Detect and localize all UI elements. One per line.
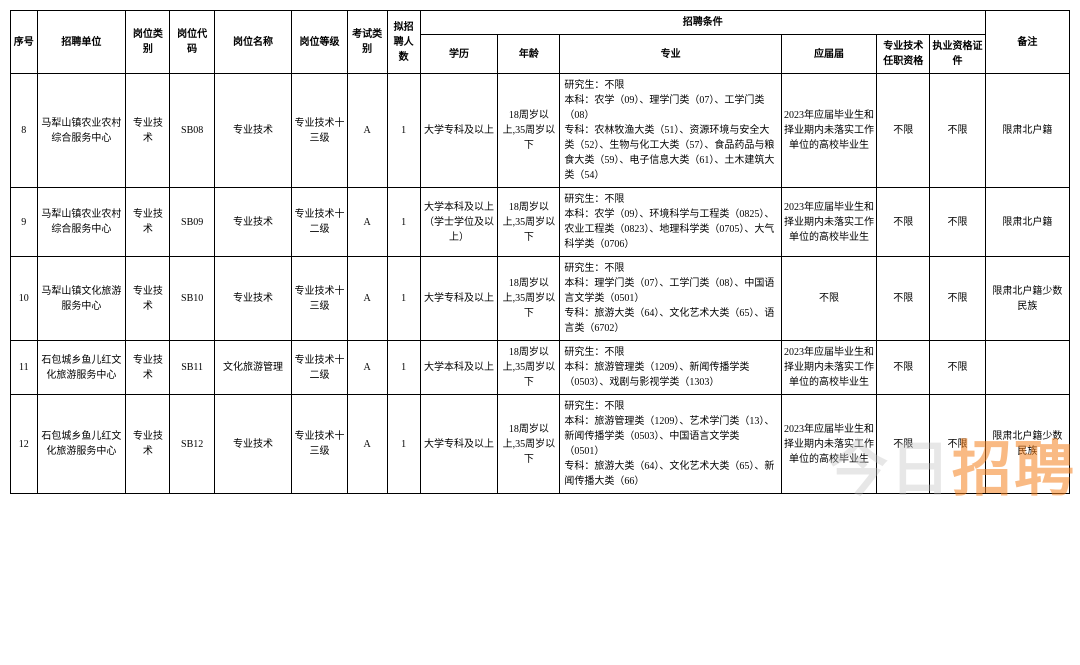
td-tech: 不限 xyxy=(877,188,930,257)
td-name: 专业技术 xyxy=(214,395,292,494)
td-seq: 10 xyxy=(11,257,38,341)
table-row: 11石包城乡鱼儿红文化旅游服务中心专业技术SB11文化旅游管理专业技术十二级A1… xyxy=(11,341,1070,395)
td-major: 研究生：不限本科：旅游管理类（1209）、新闻传播学类（0503）、戏剧与影视学… xyxy=(560,341,782,395)
td-edu: 大学本科及以上（学士学位及以上） xyxy=(420,188,498,257)
td-note: 限肃北户籍少数民族 xyxy=(985,395,1069,494)
td-exam: A xyxy=(347,188,387,257)
td-age: 18周岁以上,35周岁以下 xyxy=(498,341,560,395)
td-major: 研究生：不限本科：农学（09）、环境科学与工程类（0825）、农业工程类（082… xyxy=(560,188,782,257)
td-cat: 专业技术 xyxy=(126,395,170,494)
td-cert: 不限 xyxy=(930,257,985,341)
td-note: 限肃北户籍 xyxy=(985,74,1069,188)
td-note: 限肃北户籍少数民族 xyxy=(985,257,1069,341)
td-age: 18周岁以上,35周岁以下 xyxy=(498,257,560,341)
td-num: 1 xyxy=(387,257,420,341)
table-row: 12石包城乡鱼儿红文化旅游服务中心专业技术SB12专业技术专业技术十三级A1大学… xyxy=(11,395,1070,494)
td-exam: A xyxy=(347,395,387,494)
table-header: 序号 招聘单位 岗位类别 岗位代码 岗位名称 岗位等级 考试类别 拟招聘人数 招… xyxy=(11,11,1070,74)
th-level: 岗位等级 xyxy=(292,11,347,74)
td-level: 专业技术十二级 xyxy=(292,341,347,395)
table-row: 9马犁山镇农业农村综合服务中心专业技术SB09专业技术专业技术十二级A1大学本科… xyxy=(11,188,1070,257)
th-cond: 招聘条件 xyxy=(420,11,985,35)
td-unit: 石包城乡鱼儿红文化旅游服务中心 xyxy=(37,395,126,494)
recruitment-table: 序号 招聘单位 岗位类别 岗位代码 岗位名称 岗位等级 考试类别 拟招聘人数 招… xyxy=(10,10,1070,494)
td-tech: 不限 xyxy=(877,257,930,341)
td-tech: 不限 xyxy=(877,341,930,395)
td-num: 1 xyxy=(387,341,420,395)
td-code: SB10 xyxy=(170,257,214,341)
td-tech: 不限 xyxy=(877,395,930,494)
td-seq: 8 xyxy=(11,74,38,188)
td-cert: 不限 xyxy=(930,74,985,188)
th-name: 岗位名称 xyxy=(214,11,292,74)
th-cat: 岗位类别 xyxy=(126,11,170,74)
td-seq: 12 xyxy=(11,395,38,494)
td-edu: 大学专科及以上 xyxy=(420,257,498,341)
td-unit: 马犁山镇农业农村综合服务中心 xyxy=(37,188,126,257)
th-age: 年龄 xyxy=(498,35,560,74)
th-code: 岗位代码 xyxy=(170,11,214,74)
th-num: 拟招聘人数 xyxy=(387,11,420,74)
td-level: 专业技术十二级 xyxy=(292,188,347,257)
td-cat: 专业技术 xyxy=(126,341,170,395)
td-major: 研究生：不限本科：旅游管理类（1209）、艺术学门类（13）、新闻传播学类（05… xyxy=(560,395,782,494)
td-exam: A xyxy=(347,74,387,188)
td-name: 专业技术 xyxy=(214,74,292,188)
td-grad: 2023年应届毕业生和择业期内未落实工作单位的高校毕业生 xyxy=(781,74,876,188)
td-exam: A xyxy=(347,257,387,341)
th-unit: 招聘单位 xyxy=(37,11,126,74)
td-level: 专业技术十三级 xyxy=(292,395,347,494)
td-grad: 2023年应届毕业生和择业期内未落实工作单位的高校毕业生 xyxy=(781,395,876,494)
th-note: 备注 xyxy=(985,11,1069,74)
td-num: 1 xyxy=(387,74,420,188)
td-unit: 马犁山镇文化旅游服务中心 xyxy=(37,257,126,341)
th-edu: 学历 xyxy=(420,35,498,74)
td-age: 18周岁以上,35周岁以下 xyxy=(498,188,560,257)
td-cat: 专业技术 xyxy=(126,188,170,257)
td-exam: A xyxy=(347,341,387,395)
td-cert: 不限 xyxy=(930,395,985,494)
td-code: SB09 xyxy=(170,188,214,257)
td-major: 研究生：不限本科：农学（09）、理学门类（07）、工学门类（08）专科：农林牧渔… xyxy=(560,74,782,188)
td-cat: 专业技术 xyxy=(126,74,170,188)
td-age: 18周岁以上,35周岁以下 xyxy=(498,74,560,188)
td-age: 18周岁以上,35周岁以下 xyxy=(498,395,560,494)
td-edu: 大学专科及以上 xyxy=(420,395,498,494)
td-major: 研究生：不限本科：理学门类（07）、工学门类（08）、中国语言文学类（0501）… xyxy=(560,257,782,341)
td-code: SB08 xyxy=(170,74,214,188)
table-row: 8马犁山镇农业农村综合服务中心专业技术SB08专业技术专业技术十三级A1大学专科… xyxy=(11,74,1070,188)
td-cert: 不限 xyxy=(930,341,985,395)
td-name: 专业技术 xyxy=(214,188,292,257)
th-seq: 序号 xyxy=(11,11,38,74)
td-num: 1 xyxy=(387,188,420,257)
td-seq: 11 xyxy=(11,341,38,395)
td-code: SB12 xyxy=(170,395,214,494)
th-exam: 考试类别 xyxy=(347,11,387,74)
table-row: 10马犁山镇文化旅游服务中心专业技术SB10专业技术专业技术十三级A1大学专科及… xyxy=(11,257,1070,341)
td-edu: 大学专科及以上 xyxy=(420,74,498,188)
td-edu: 大学本科及以上 xyxy=(420,341,498,395)
td-unit: 马犁山镇农业农村综合服务中心 xyxy=(37,74,126,188)
td-note: 限肃北户籍 xyxy=(985,188,1069,257)
td-grad: 2023年应届毕业生和择业期内未落实工作单位的高校毕业生 xyxy=(781,188,876,257)
th-tech: 专业技术任职资格 xyxy=(877,35,930,74)
td-num: 1 xyxy=(387,395,420,494)
th-grad: 应届届 xyxy=(781,35,876,74)
td-name: 专业技术 xyxy=(214,257,292,341)
td-level: 专业技术十三级 xyxy=(292,74,347,188)
td-note xyxy=(985,341,1069,395)
td-unit: 石包城乡鱼儿红文化旅游服务中心 xyxy=(37,341,126,395)
table-body: 8马犁山镇农业农村综合服务中心专业技术SB08专业技术专业技术十三级A1大学专科… xyxy=(11,74,1070,494)
td-level: 专业技术十三级 xyxy=(292,257,347,341)
td-grad: 2023年应届毕业生和择业期内未落实工作单位的高校毕业生 xyxy=(781,341,876,395)
td-seq: 9 xyxy=(11,188,38,257)
td-name: 文化旅游管理 xyxy=(214,341,292,395)
td-cat: 专业技术 xyxy=(126,257,170,341)
td-grad: 不限 xyxy=(781,257,876,341)
td-code: SB11 xyxy=(170,341,214,395)
th-major: 专业 xyxy=(560,35,782,74)
td-cert: 不限 xyxy=(930,188,985,257)
td-tech: 不限 xyxy=(877,74,930,188)
th-cert: 执业资格证件 xyxy=(930,35,985,74)
